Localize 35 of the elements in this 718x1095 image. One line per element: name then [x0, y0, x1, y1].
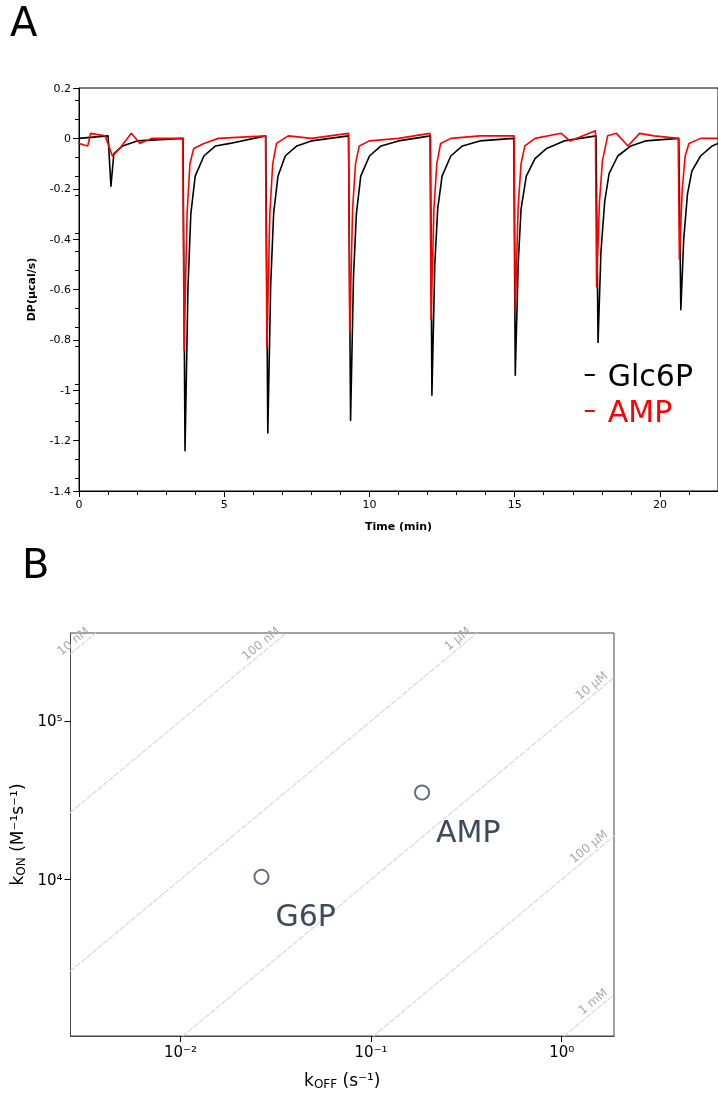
text: 10 µM	[572, 668, 611, 703]
text: 100 µM	[566, 826, 611, 866]
y-axis-title: kON (M⁻¹s⁻¹)	[6, 783, 28, 886]
y-tick-label: 0	[64, 131, 71, 145]
x-axis-title: Time (min)	[364, 520, 433, 533]
y-tick-label: 10⁴	[37, 870, 63, 889]
series-label: G6P	[275, 898, 336, 934]
x-tick-label: 10⁻¹	[354, 1042, 388, 1061]
legend-label: Glc6P	[607, 357, 694, 393]
line-series	[78, 130, 718, 351]
y-tick-label: -0.2	[49, 182, 71, 196]
x-tick-label: 20	[652, 498, 667, 511]
x-tick-label: 15	[507, 498, 522, 511]
text: 10 nM	[54, 623, 92, 659]
x-tick-label: 10	[362, 498, 377, 511]
y-tick-label: -1.2	[49, 434, 71, 448]
x-tick-label: 5	[220, 498, 228, 511]
y-axis-title: DP(µcal/s)	[25, 257, 38, 322]
x-tick-label: 10⁰	[549, 1042, 575, 1061]
y-tick-label: -0.4	[49, 232, 71, 246]
text: 1 µM	[441, 623, 474, 654]
y-tick-label: -0.8	[49, 333, 71, 347]
legend-label: AMP	[607, 393, 673, 429]
x-tick-label: 10⁻²	[163, 1042, 197, 1061]
x-tick-label: 0	[75, 498, 83, 511]
y-tick-label: -0.6	[49, 283, 71, 296]
y-tick-label: -1	[60, 383, 71, 397]
y-tick-label: -1.4	[49, 484, 71, 498]
y-tick-label: 0.2	[53, 81, 71, 95]
text: A	[10, 0, 38, 45]
series-label: AMP	[436, 813, 501, 849]
text: 1 mM	[575, 985, 611, 1018]
text: 100 nM	[239, 623, 283, 663]
text: B	[22, 541, 50, 587]
y-tick-label: 10⁵	[37, 711, 63, 730]
